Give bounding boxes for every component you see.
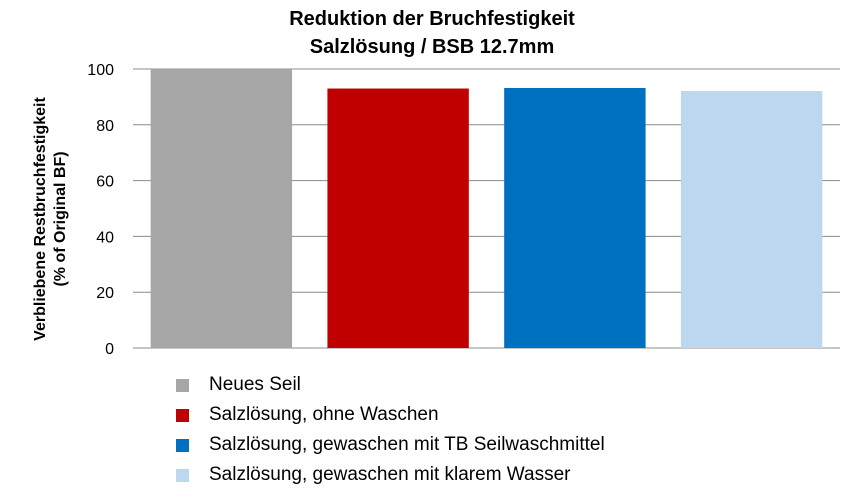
y-tick-label: 60 (96, 174, 114, 191)
y-tick-label: 40 (96, 229, 114, 246)
y-tick-label: 20 (96, 285, 114, 302)
legend-item: Neues Seil (176, 370, 605, 400)
y-axis-label-line1: Verbliebene Restbruchfestigkeit (32, 97, 49, 341)
legend-label: Salzlösung, ohne Waschen (209, 404, 439, 425)
y-tick-label: 100 (87, 62, 114, 79)
y-axis-ticks: 0 20 40 60 80 100 (87, 62, 114, 358)
chart-subtitle: Salzlösung / BSB 12.7mm (309, 36, 555, 58)
bar-2 (327, 88, 469, 348)
y-axis-label-line2: (% of Original BF) (52, 151, 69, 286)
legend-label: Salzlösung, gewaschen mit TB Seilwaschmi… (209, 434, 605, 455)
legend-swatch (176, 438, 189, 452)
legend-swatch (176, 378, 189, 392)
y-tick-label: 0 (105, 341, 114, 358)
legend-item: Salzlösung, gewaschen mit TB Seilwaschmi… (176, 430, 605, 460)
legend: Neues Seil Salzlösung, ohne Waschen Salzlö… (176, 370, 605, 490)
y-tick-label: 80 (96, 118, 114, 135)
legend-label: Salzlösung, gewaschen mit klarem Wasser (209, 464, 571, 485)
legend-swatch (176, 468, 189, 482)
bar-1 (150, 69, 293, 348)
bar-chart: 0 20 40 60 80 100 Verbliebene Restbruchfestig… (32, 62, 840, 358)
legend-item: Salzlösung, gewaschen mit klarem Wasser (176, 460, 605, 490)
chart-title: Reduktion der Bruchfestigkeit (289, 8, 575, 30)
legend-label: Neues Seil (209, 374, 301, 395)
bar-4 (680, 91, 823, 348)
legend-item: Salzlösung, ohne Waschen (176, 400, 605, 430)
bars (150, 69, 823, 349)
legend-swatch (176, 408, 189, 422)
bar-3 (504, 87, 646, 349)
